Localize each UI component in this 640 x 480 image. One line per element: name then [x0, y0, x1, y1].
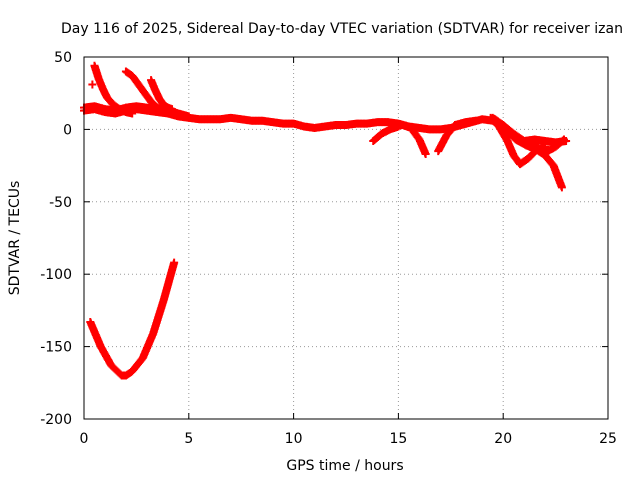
x-tick-label: 25 [599, 431, 617, 447]
data-point [168, 105, 177, 114]
series-arc-0.5 [90, 61, 137, 118]
y-tick-label: -100 [40, 267, 72, 283]
y-tick-label: 0 [63, 122, 72, 138]
series-bump-17 [434, 116, 480, 156]
y-axis-label: SDTVAR / TECUs [7, 181, 23, 296]
data-point [128, 109, 137, 118]
x-tick-label: 0 [80, 431, 89, 447]
data-point [184, 112, 193, 121]
y-axis: -200 -150 -100 -50 0 50 [40, 50, 608, 428]
x-tick-label: 20 [494, 431, 512, 447]
series-outlier [88, 80, 97, 89]
data-point [558, 136, 567, 145]
series-dip-curve [86, 258, 179, 380]
series-arc-3.2 [147, 76, 177, 114]
x-tick-label: 15 [389, 431, 407, 447]
data-point [471, 116, 480, 125]
x-axis-label: GPS time / hours [286, 458, 403, 474]
x-tick-label: 5 [184, 431, 193, 447]
y-tick-label: -200 [40, 412, 72, 428]
series-dip-16 [390, 121, 430, 159]
x-tick-label: 10 [285, 431, 303, 447]
x-axis: 0 5 10 15 20 25 [80, 57, 617, 447]
chart-title: Day 116 of 2025, Sidereal Day-to-day VTE… [61, 21, 623, 37]
plot-frame [83, 56, 609, 420]
data-point [421, 150, 430, 159]
y-tick-label: -50 [49, 195, 72, 211]
data-point [88, 80, 97, 89]
data-point [170, 258, 179, 267]
series-branch-23 [488, 113, 568, 157]
y-tick-label: -150 [40, 340, 72, 356]
data-points [80, 61, 571, 380]
data-point [557, 183, 566, 192]
data-point [559, 135, 568, 144]
y-tick-label: 50 [54, 50, 72, 66]
